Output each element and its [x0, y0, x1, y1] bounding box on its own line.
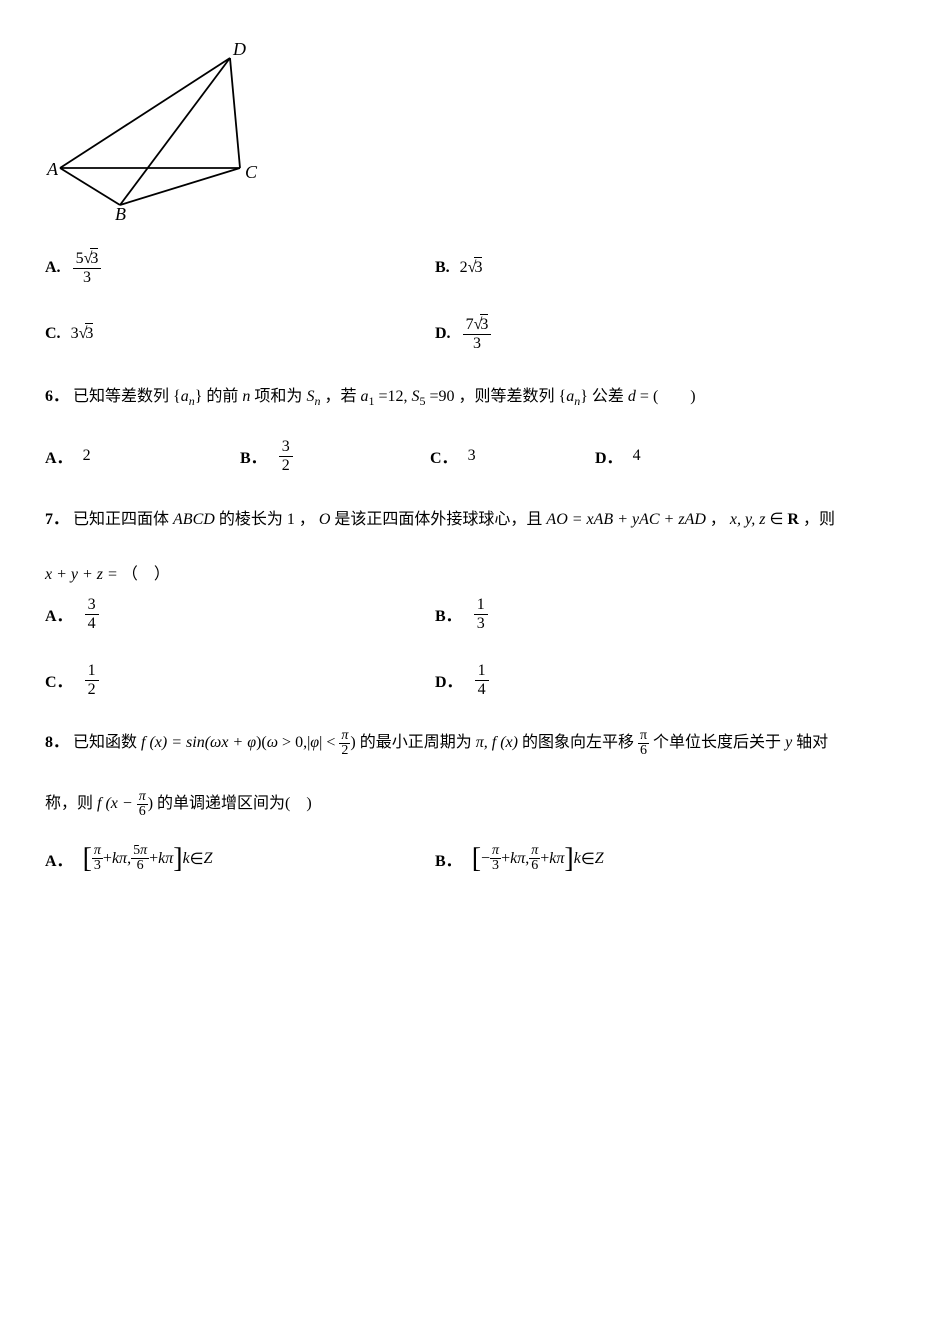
- q8-options-row1: A． [ π3 + kπ, 5π6 + kπ ] k ∈ Z B． [ − π3…: [45, 844, 900, 873]
- q7-text5: ，: [710, 511, 726, 528]
- q6-option-b: B． 32: [240, 438, 430, 474]
- question-8: 8． 已知函数 f (x) = sin(ωx + φ)(ω > 0,|φ| < …: [45, 728, 900, 758]
- question-7: 7． 已知正四面体 ABCD 的棱长为 1 ， O 是该正四面体外接球球心，且 …: [45, 505, 900, 535]
- option-d-label: D.: [435, 325, 451, 343]
- q8-text1: 已知函数: [73, 734, 141, 751]
- q7-option-a: A． 34: [45, 596, 435, 632]
- q6-text4: ，若: [324, 388, 356, 405]
- question-6: 6． 已知等差数列 {an} 的前 n 项和为 Sn ，若 a1 =12, S5…: [45, 382, 900, 413]
- q8-text3: 的图象向左平移: [522, 734, 634, 751]
- q7-option-c: C． 12: [45, 662, 435, 698]
- q6-number: 6．: [45, 388, 69, 405]
- question-8-line2: 称，则 f (x − π6) 的单调递增区间为( ): [45, 789, 900, 819]
- q8-text-ln2: 称，则: [45, 795, 93, 812]
- q8-number: 8．: [45, 734, 69, 751]
- q5-options-row2: C. 33 D. 733: [45, 316, 900, 352]
- q6-text6: 公差: [592, 388, 624, 405]
- q5-options-row1: A. 533 B. 23: [45, 250, 900, 286]
- q7-number: 7．: [45, 511, 69, 528]
- q7-text6: ，则: [803, 511, 835, 528]
- q7-options-row2: C． 12 D． 14: [45, 662, 900, 698]
- q6-options: A． 2 B． 32 C． 3 D． 4: [45, 438, 900, 474]
- q7-expr: x + y + z = （ ）: [45, 560, 900, 584]
- q8-option-a: A． [ π3 + kπ, 5π6 + kπ ] k ∈ Z: [45, 844, 435, 873]
- svg-text:C: C: [245, 162, 258, 182]
- q8-text5: 轴对: [796, 734, 828, 751]
- option-c: C. 33: [45, 325, 435, 343]
- tetrahedron-diagram: A B C D: [45, 40, 900, 220]
- q6-text5: ，则等差数列: [459, 388, 555, 405]
- svg-text:B: B: [115, 204, 126, 220]
- q7-text4: 是该正四面体外接球球心，且: [334, 511, 542, 528]
- option-a-label: A.: [45, 259, 61, 277]
- q7-option-d: D． 14: [435, 662, 825, 698]
- q6-text3: 项和为: [254, 388, 302, 405]
- q7-options-row1: A． 34 B． 13: [45, 596, 900, 632]
- q6-text1: 已知等差数列: [73, 388, 169, 405]
- q6-option-c: C． 3: [430, 444, 595, 468]
- q7-option-b: B． 13: [435, 596, 825, 632]
- q8-text4: 个单位长度后关于: [653, 734, 781, 751]
- q7-text1: 已知正四面体: [73, 511, 173, 528]
- q6-text2: 的前: [206, 388, 238, 405]
- q8-text2: 的最小正周期为: [360, 734, 472, 751]
- q6-option-d: D． 4: [595, 444, 745, 468]
- q8-option-b: B． [ − π3 + kπ, π6 + kπ ] k ∈ Z: [435, 844, 825, 873]
- svg-text:D: D: [232, 40, 246, 59]
- option-b: B. 23: [435, 259, 825, 277]
- option-c-label: C.: [45, 325, 61, 343]
- q7-text3: ，: [299, 511, 315, 528]
- option-d: D. 733: [435, 316, 825, 352]
- q8-text6: 的单调递增区间为( ): [157, 795, 312, 812]
- option-b-label: B.: [435, 259, 450, 277]
- q7-text2: 的棱长为: [219, 511, 283, 528]
- q6-eq: = ( ): [640, 388, 696, 405]
- option-a: A. 533: [45, 250, 435, 286]
- svg-text:A: A: [46, 159, 59, 179]
- q6-option-a: A． 2: [45, 444, 240, 468]
